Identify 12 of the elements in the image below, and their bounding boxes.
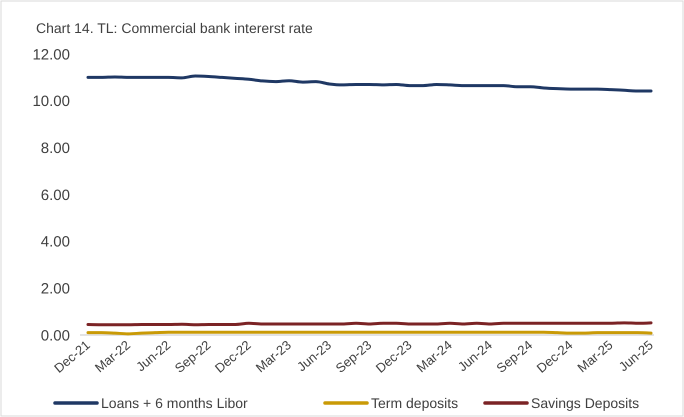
legend-label: Loans + 6 months Libor	[101, 394, 248, 411]
y-tick-label: 2.00	[40, 280, 70, 298]
legend-label: Term deposits	[371, 394, 458, 411]
y-tick-label: 12.00	[32, 46, 70, 64]
y-tick-label: 4.00	[40, 234, 70, 251]
y-tick-label: 0.00	[40, 327, 70, 344]
y-tick-label: 6.00	[40, 186, 70, 204]
chart-title: Chart 14. TL: Commercial bank intererst rate	[36, 20, 313, 36]
y-tick-label: 8.00	[40, 140, 70, 157]
y-tick-label: 10.00	[32, 93, 70, 110]
legend-label: Savings Deposits	[531, 394, 640, 411]
line-series	[86, 74, 652, 92]
